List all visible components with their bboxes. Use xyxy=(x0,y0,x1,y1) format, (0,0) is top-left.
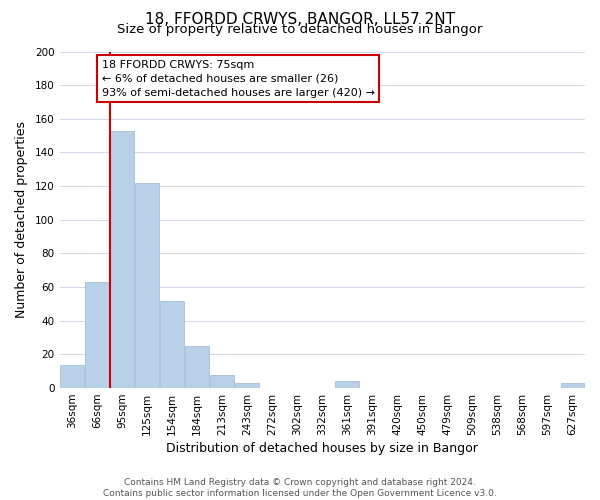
Bar xyxy=(60,364,84,388)
Text: 18, FFORDD CRWYS, BANGOR, LL57 2NT: 18, FFORDD CRWYS, BANGOR, LL57 2NT xyxy=(145,12,455,28)
Bar xyxy=(211,374,234,388)
Text: Size of property relative to detached houses in Bangor: Size of property relative to detached ho… xyxy=(118,22,482,36)
Bar xyxy=(160,300,184,388)
Bar xyxy=(560,383,584,388)
Bar xyxy=(235,383,259,388)
Bar xyxy=(335,382,359,388)
X-axis label: Distribution of detached houses by size in Bangor: Distribution of detached houses by size … xyxy=(166,442,478,455)
Bar xyxy=(110,130,134,388)
Text: Contains HM Land Registry data © Crown copyright and database right 2024.
Contai: Contains HM Land Registry data © Crown c… xyxy=(103,478,497,498)
Bar xyxy=(185,346,209,388)
Bar xyxy=(85,282,109,388)
Bar xyxy=(135,183,159,388)
Y-axis label: Number of detached properties: Number of detached properties xyxy=(15,122,28,318)
Text: 18 FFORDD CRWYS: 75sqm
← 6% of detached houses are smaller (26)
93% of semi-deta: 18 FFORDD CRWYS: 75sqm ← 6% of detached … xyxy=(101,60,374,98)
